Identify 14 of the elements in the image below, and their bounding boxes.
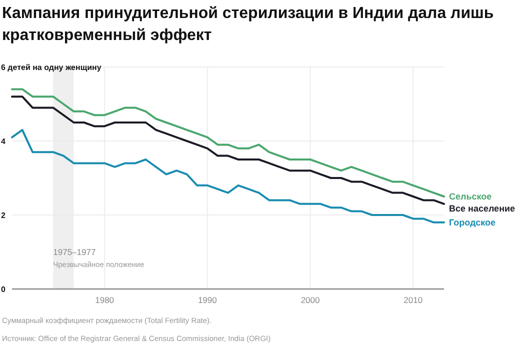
line-series bbox=[11, 128, 445, 224]
y-tick-label: 2 bbox=[1, 210, 6, 220]
chart-title: Кампания принудительной стерилизации в Индии дала лишь кратковременный эффект bbox=[2, 5, 494, 44]
series-label: Все население bbox=[449, 204, 516, 214]
x-tick-label: 1980 bbox=[95, 295, 114, 305]
series-label: Сельское bbox=[449, 192, 492, 202]
band-label: 1975–1977 bbox=[53, 246, 96, 257]
x-tick-label: 1990 bbox=[198, 295, 218, 305]
y-tick-label: 6 детей на одну женщину bbox=[1, 62, 102, 72]
x-tick-label: 2010 bbox=[404, 295, 423, 305]
series-label: Городское bbox=[449, 218, 496, 228]
y-tick-label: 0 bbox=[1, 284, 6, 294]
x-tick-label: 2000 bbox=[300, 295, 320, 305]
y-tick-label: 4 bbox=[1, 136, 6, 146]
